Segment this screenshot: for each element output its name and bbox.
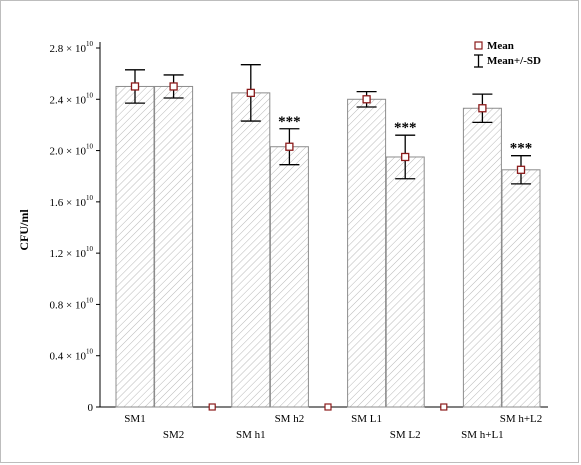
bar (462, 107, 502, 408)
y-axis-label: CFU/ml (17, 209, 31, 251)
category-label: SM2 (163, 429, 184, 441)
y-tick-label: 0 (88, 402, 94, 414)
y-tick-label: 0.8 × 1010 (50, 296, 94, 311)
y-tick-label: 2.0 × 1010 (50, 143, 94, 158)
category-label: SM L1 (351, 413, 382, 425)
bar (115, 85, 155, 408)
y-tick-label: 1.2 × 1010 (50, 245, 94, 260)
mean-marker (401, 152, 410, 162)
mean-marker (362, 95, 371, 104)
bar (347, 98, 387, 408)
bar (231, 92, 271, 408)
category-label: SM1 (124, 413, 145, 425)
bar (269, 146, 309, 408)
significance-label: *** (510, 141, 533, 157)
category-label: SM h+L2 (500, 413, 543, 425)
legend-mean-marker (474, 41, 483, 50)
mean-marker (516, 165, 526, 174)
bar (154, 85, 194, 408)
category-label: SM L2 (390, 429, 421, 441)
mean-marker (285, 142, 294, 151)
bar (385, 156, 425, 408)
category-label: SM h1 (236, 429, 266, 441)
legend-mean-label: Mean (487, 40, 514, 52)
category-label: SM h+L1 (461, 429, 504, 441)
y-tick-label: 0.4 × 1010 (50, 348, 94, 363)
legend-sd-marker (474, 54, 483, 68)
y-tick-label: 2.8 × 1010 (50, 40, 94, 55)
mean-marker (440, 403, 448, 411)
mean-marker (478, 104, 487, 113)
mean-marker (208, 403, 216, 411)
significance-label: *** (394, 120, 417, 136)
mean-marker (130, 82, 140, 91)
category-label: SM h2 (275, 413, 305, 425)
mean-marker (246, 88, 255, 98)
significance-label: *** (278, 114, 301, 130)
y-tick-label: 1.6 × 1010 (50, 194, 94, 209)
bar (501, 169, 541, 408)
y-tick-label: 2.4 × 1010 (50, 91, 94, 106)
legend-sd-label: Mean+/-SD (487, 55, 541, 67)
mean-marker (169, 82, 178, 91)
mean-marker (324, 403, 332, 411)
legend: Mean Mean+/-SD (474, 40, 541, 68)
